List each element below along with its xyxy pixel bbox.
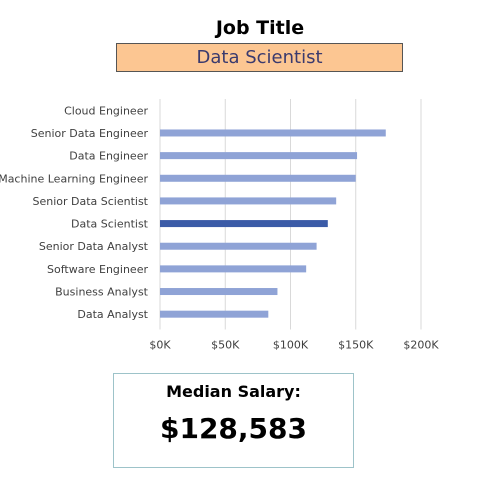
category-label: Senior Data Scientist (32, 195, 148, 208)
job-title-selector[interactable]: Data Scientist (116, 43, 403, 72)
bar (160, 174, 356, 182)
salary-bar-chart: Cloud Engineer Senior Data Engineer Data E… (0, 99, 439, 352)
category-label: Data Engineer (69, 150, 148, 163)
category-label: Senior Data Engineer (31, 127, 149, 140)
bar (160, 152, 358, 160)
bar (160, 288, 278, 296)
category-label: Senior Data Analyst (39, 240, 149, 253)
x-tick-label: $0K (149, 339, 171, 352)
bar (160, 197, 337, 205)
bar (160, 310, 269, 318)
category-label: Data Scientist (71, 218, 149, 231)
category-label: Machine Learning Engineer (0, 172, 148, 185)
median-salary-card: Median Salary: $128,583 (113, 373, 354, 468)
page-title: Job Title (215, 17, 305, 39)
x-tick-label: $50K (211, 339, 240, 352)
bar (160, 129, 386, 137)
x-tick-label: $100K (273, 339, 309, 352)
median-salary-value: $128,583 (159, 412, 307, 445)
category-label: Software Engineer (47, 263, 148, 276)
bar (160, 265, 307, 273)
bar (160, 242, 317, 250)
median-salary-label: Median Salary: (166, 382, 301, 401)
category-label: Business Analyst (55, 286, 149, 299)
category-label: Cloud Engineer (64, 104, 148, 117)
bar-highlighted (160, 220, 328, 228)
x-tick-label: $200K (403, 339, 439, 352)
category-label: Data Analyst (77, 308, 148, 321)
x-tick-label: $150K (338, 339, 374, 352)
